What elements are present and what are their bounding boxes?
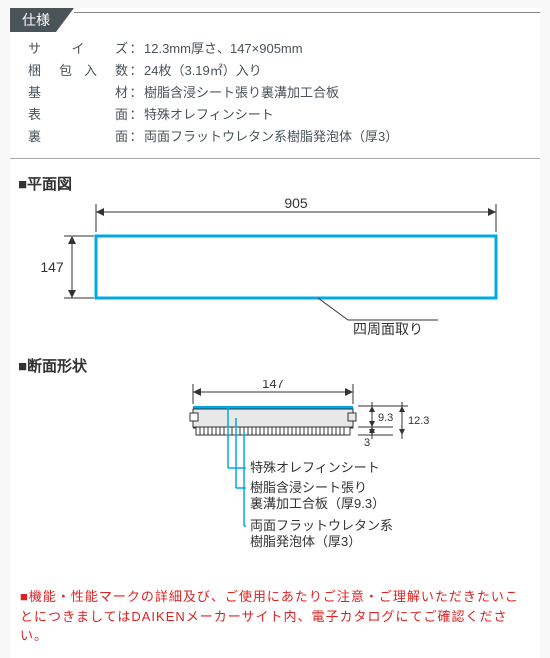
svg-text:147: 147: [40, 259, 64, 275]
spec-table: サイズ ： 12.3mm厚さ、147×905mm 梱包入数 ： 24枚（3.19…: [10, 32, 540, 159]
spec-value: 特殊オレフィンシート: [144, 104, 522, 126]
spec-value: 樹脂含浸シート張り裏溝加工合板: [144, 82, 522, 104]
svg-text:3: 3: [364, 437, 370, 449]
spec-header-rule: [74, 12, 540, 32]
cross-section-title: ■断面形状: [18, 355, 540, 376]
svg-text:裏溝加工合板（厚9.3）: 裏溝加工合板（厚9.3）: [250, 496, 385, 511]
svg-text:特殊オレフィンシート: 特殊オレフィンシート: [250, 460, 380, 475]
footer-note: ■機能・性能マークの詳細及び、ご使用にあたりご注意・ご理解いただきたいことにつき…: [20, 587, 530, 646]
svg-text:905: 905: [284, 198, 308, 211]
svg-text:12.3: 12.3: [408, 415, 429, 427]
svg-text:147: 147: [262, 380, 284, 391]
spec-row: 裏面 ： 両面フラットウレタン系樹脂発泡体（厚3）: [28, 126, 522, 148]
svg-text:樹脂含浸シート張り: 樹脂含浸シート張り: [250, 480, 367, 495]
svg-text:四周面取り: 四周面取り: [353, 321, 423, 337]
spec-row: 表面 ： 特殊オレフィンシート: [28, 104, 522, 126]
svg-text:両面フラットウレタン系: 両面フラットウレタン系: [250, 518, 393, 533]
spec-header-tab: 仕様: [10, 8, 74, 32]
spec-row: 基材 ： 樹脂含浸シート張り裏溝加工合板: [28, 82, 522, 104]
svg-text:樹脂発泡体（厚3）: 樹脂発泡体（厚3）: [250, 534, 361, 549]
plan-view-title: ■平面図: [18, 173, 540, 194]
spec-value: 両面フラットウレタン系樹脂発泡体（厚3）: [144, 126, 522, 148]
spec-value: 24枚（3.19㎡）入り: [144, 60, 522, 82]
spec-value: 12.3mm厚さ、147×905mm: [144, 38, 522, 60]
cross-section-diagram: 147: [18, 380, 528, 570]
spec-row: サイズ ： 12.3mm厚さ、147×905mm: [28, 38, 522, 60]
svg-text:9.3: 9.3: [378, 412, 393, 424]
plan-view-diagram: 905 147 四周面取り: [18, 198, 528, 338]
spec-row: 梱包入数 ： 24枚（3.19㎡）入り: [28, 60, 522, 82]
